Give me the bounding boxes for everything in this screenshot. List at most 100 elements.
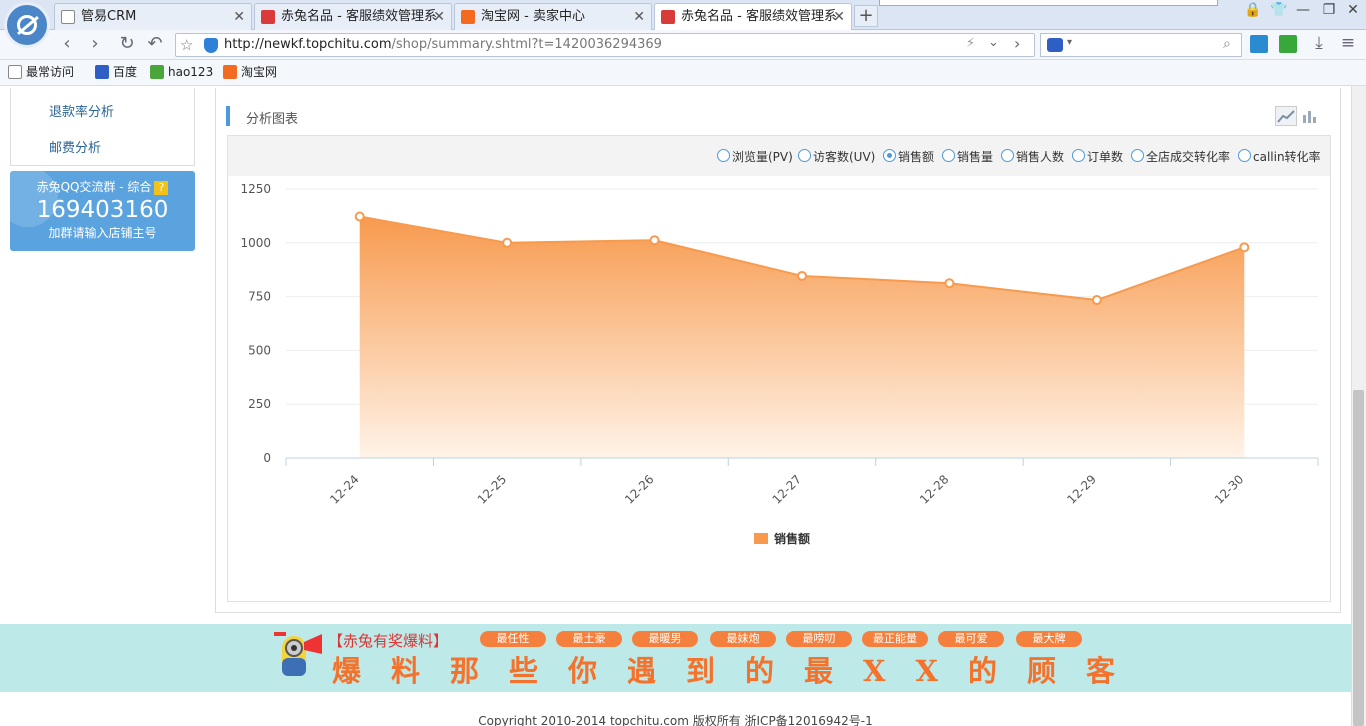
url-path: /shop/summary.shtml?t=1420036294369 <box>391 37 662 52</box>
forward-icon[interactable]: › <box>91 33 99 54</box>
legend-swatch <box>754 533 768 544</box>
sidebar-menu: 退款率分析 邮费分析 <box>10 88 195 166</box>
data-point <box>1091 295 1102 306</box>
y-tick-label: 0 <box>263 451 271 465</box>
chart-container: 浏览量(PV) 访客数(UV) 销售额 销售量 销售人数 订单数 全店成交转化率… <box>227 135 1331 602</box>
metric-selector: 浏览量(PV) 访客数(UV) 销售额 销售量 销售人数 订单数 全店成交转化率… <box>228 136 1330 176</box>
qq-group-card[interactable]: 赤兔QQ交流群 - 综合? 169403160 加群请输入店铺主号 <box>0 167 195 251</box>
menu-icon[interactable]: ≡ <box>1340 33 1356 53</box>
back-icon[interactable]: ‹ <box>63 33 71 54</box>
minimize-icon[interactable]: — <box>1296 2 1310 18</box>
chevron-right-icon[interactable]: › <box>1014 34 1021 53</box>
banner-slogan: 爆料那些你遇到的最XX的顾客 <box>332 654 1146 688</box>
chevron-down-icon[interactable]: ⌄ <box>988 35 999 50</box>
y-tick-label: 500 <box>248 343 271 357</box>
metric-orders[interactable]: 订单数 <box>1072 148 1123 165</box>
hao123-icon <box>150 65 164 79</box>
banner-tag: 最可爱 <box>938 631 1004 647</box>
y-tick-label: 1250 <box>240 182 271 196</box>
area-fill <box>359 216 1245 458</box>
radio-icon <box>1131 149 1144 162</box>
bookmark-most-visited[interactable]: 最常访问 <box>8 64 74 80</box>
undo-icon[interactable]: ↶ <box>147 33 163 54</box>
metric-conversion[interactable]: 全店成交转化率 <box>1131 148 1230 165</box>
y-tick-label: 250 <box>248 397 271 411</box>
bookmark-label: hao123 <box>168 65 214 79</box>
bar-chart-toggle-icon[interactable] <box>1300 106 1322 126</box>
star-icon[interactable]: ☆ <box>180 36 194 54</box>
new-tab-button[interactable]: + <box>854 5 878 27</box>
tab-label: 淘宝网 - 卖家中心 <box>481 9 585 24</box>
bookmark-baidu[interactable]: 百度 <box>95 64 137 80</box>
tab-chitu-active[interactable]: 赤兔名品 - 客服绩效管理系 ✕ <box>654 3 852 30</box>
legend-label: 销售额 <box>774 531 810 546</box>
close-icon[interactable]: ✕ <box>633 9 645 25</box>
tab-chitu-1[interactable]: 赤兔名品 - 客服绩效管理系 ✕ <box>254 3 452 30</box>
x-tick-label: 12-29 <box>1064 472 1099 507</box>
caret-down-icon[interactable]: ▾ <box>1067 37 1073 48</box>
banner-tag: 最土豪 <box>556 631 622 647</box>
data-point <box>649 235 660 246</box>
help-icon[interactable]: ? <box>154 181 169 195</box>
lock-icon[interactable]: 🔒 <box>1244 2 1262 18</box>
metric-pv[interactable]: 浏览量(PV) <box>717 148 793 165</box>
banner-tag: 最妹炮 <box>710 631 776 647</box>
search-input[interactable]: ▾ ⌕ <box>1040 33 1242 57</box>
radio-icon <box>717 149 730 162</box>
metric-callin-conversion[interactable]: callin转化率 <box>1238 148 1321 165</box>
address-bar[interactable]: ☆ http://newkf.topchitu.com/shop/summary… <box>175 33 1035 57</box>
metric-sales-amount[interactable]: 销售额 <box>883 148 934 165</box>
chitu-favicon-icon <box>661 10 675 24</box>
minion-mascot-icon <box>274 632 322 676</box>
dropdown-popup <box>879 0 1218 6</box>
taobao-favicon-icon <box>461 10 475 24</box>
tab-guanyi-crm[interactable]: 管易CRM ✕ <box>54 3 252 30</box>
panel-title: 分析图表 <box>246 112 299 127</box>
x-tick-label: 12-25 <box>475 472 510 507</box>
x-tick-label: 12-28 <box>917 472 952 507</box>
tab-label: 赤兔名品 - 客服绩效管理系 <box>681 9 837 24</box>
sales-area-chart: 0 250 500 750 1000 1250 12-24 12-25 12-26 12-27 12… <box>240 182 1319 546</box>
analysis-panel: 分析图表 浏览量(PV) 访客数(UV) 销售额 销售量 销售人数 订单数 全店… <box>215 88 1341 613</box>
bookmark-hao123[interactable]: hao123 <box>150 64 213 80</box>
close-icon[interactable]: ✕ <box>433 9 445 25</box>
metric-buyers[interactable]: 销售人数 <box>1001 148 1064 165</box>
close-icon[interactable]: ✕ <box>833 9 845 25</box>
metric-uv[interactable]: 访客数(UV) <box>798 148 875 165</box>
data-point <box>354 211 365 222</box>
shirt-icon[interactable]: 👕 <box>1270 2 1288 18</box>
sidebar-item-refund-rate[interactable]: 退款率分析 <box>49 105 115 120</box>
share-icon[interactable] <box>1250 35 1268 53</box>
browser-logo-icon[interactable] <box>4 2 50 48</box>
search-icon[interactable]: ⌕ <box>1223 36 1231 52</box>
nav-bar: ‹ › ↻ ↶ ☆ http://newkf.topchitu.com/shop… <box>0 30 1366 60</box>
shield-icon <box>204 38 218 53</box>
qq-group-note: 加群请输入店铺主号 <box>48 226 157 240</box>
close-icon[interactable]: ✕ <box>233 9 245 25</box>
baidu-paw-icon[interactable] <box>1047 38 1063 52</box>
radio-selected-icon <box>883 149 896 162</box>
chitu-favicon-icon <box>261 10 275 24</box>
sidebar-item-postage[interactable]: 邮费分析 <box>49 141 102 156</box>
refresh-icon[interactable]: ↻ <box>119 33 135 54</box>
scrollbar-thumb[interactable] <box>1353 390 1364 726</box>
x-tick-label: 12-26 <box>622 472 657 507</box>
banner-headline: 【赤兔有奖爆料】 <box>328 632 449 650</box>
radio-icon <box>1072 149 1085 162</box>
metric-sales-volume[interactable]: 销售量 <box>942 148 993 165</box>
data-point <box>502 237 513 248</box>
bookmark-label: 百度 <box>113 65 138 79</box>
maximize-icon[interactable]: ❐ <box>1322 2 1336 18</box>
qq-group-number: 169403160 <box>36 197 169 223</box>
close-window-icon[interactable]: ✕ <box>1347 2 1359 18</box>
tab-taobao[interactable]: 淘宝网 - 卖家中心 ✕ <box>454 3 652 30</box>
data-point <box>797 270 807 281</box>
lightning-icon[interactable]: ⚡ <box>966 36 976 51</box>
tab-label: 管易CRM <box>81 9 137 24</box>
crop-icon[interactable] <box>1279 35 1297 53</box>
download-icon[interactable]: ⤓ <box>1315 33 1323 53</box>
area-chart-toggle-icon[interactable] <box>1275 106 1297 126</box>
radio-icon <box>1001 149 1014 162</box>
bookmark-taobao[interactable]: 淘宝网 <box>223 64 277 80</box>
bookmarks-bar: 最常访问 百度 hao123 淘宝网 <box>0 60 1366 86</box>
